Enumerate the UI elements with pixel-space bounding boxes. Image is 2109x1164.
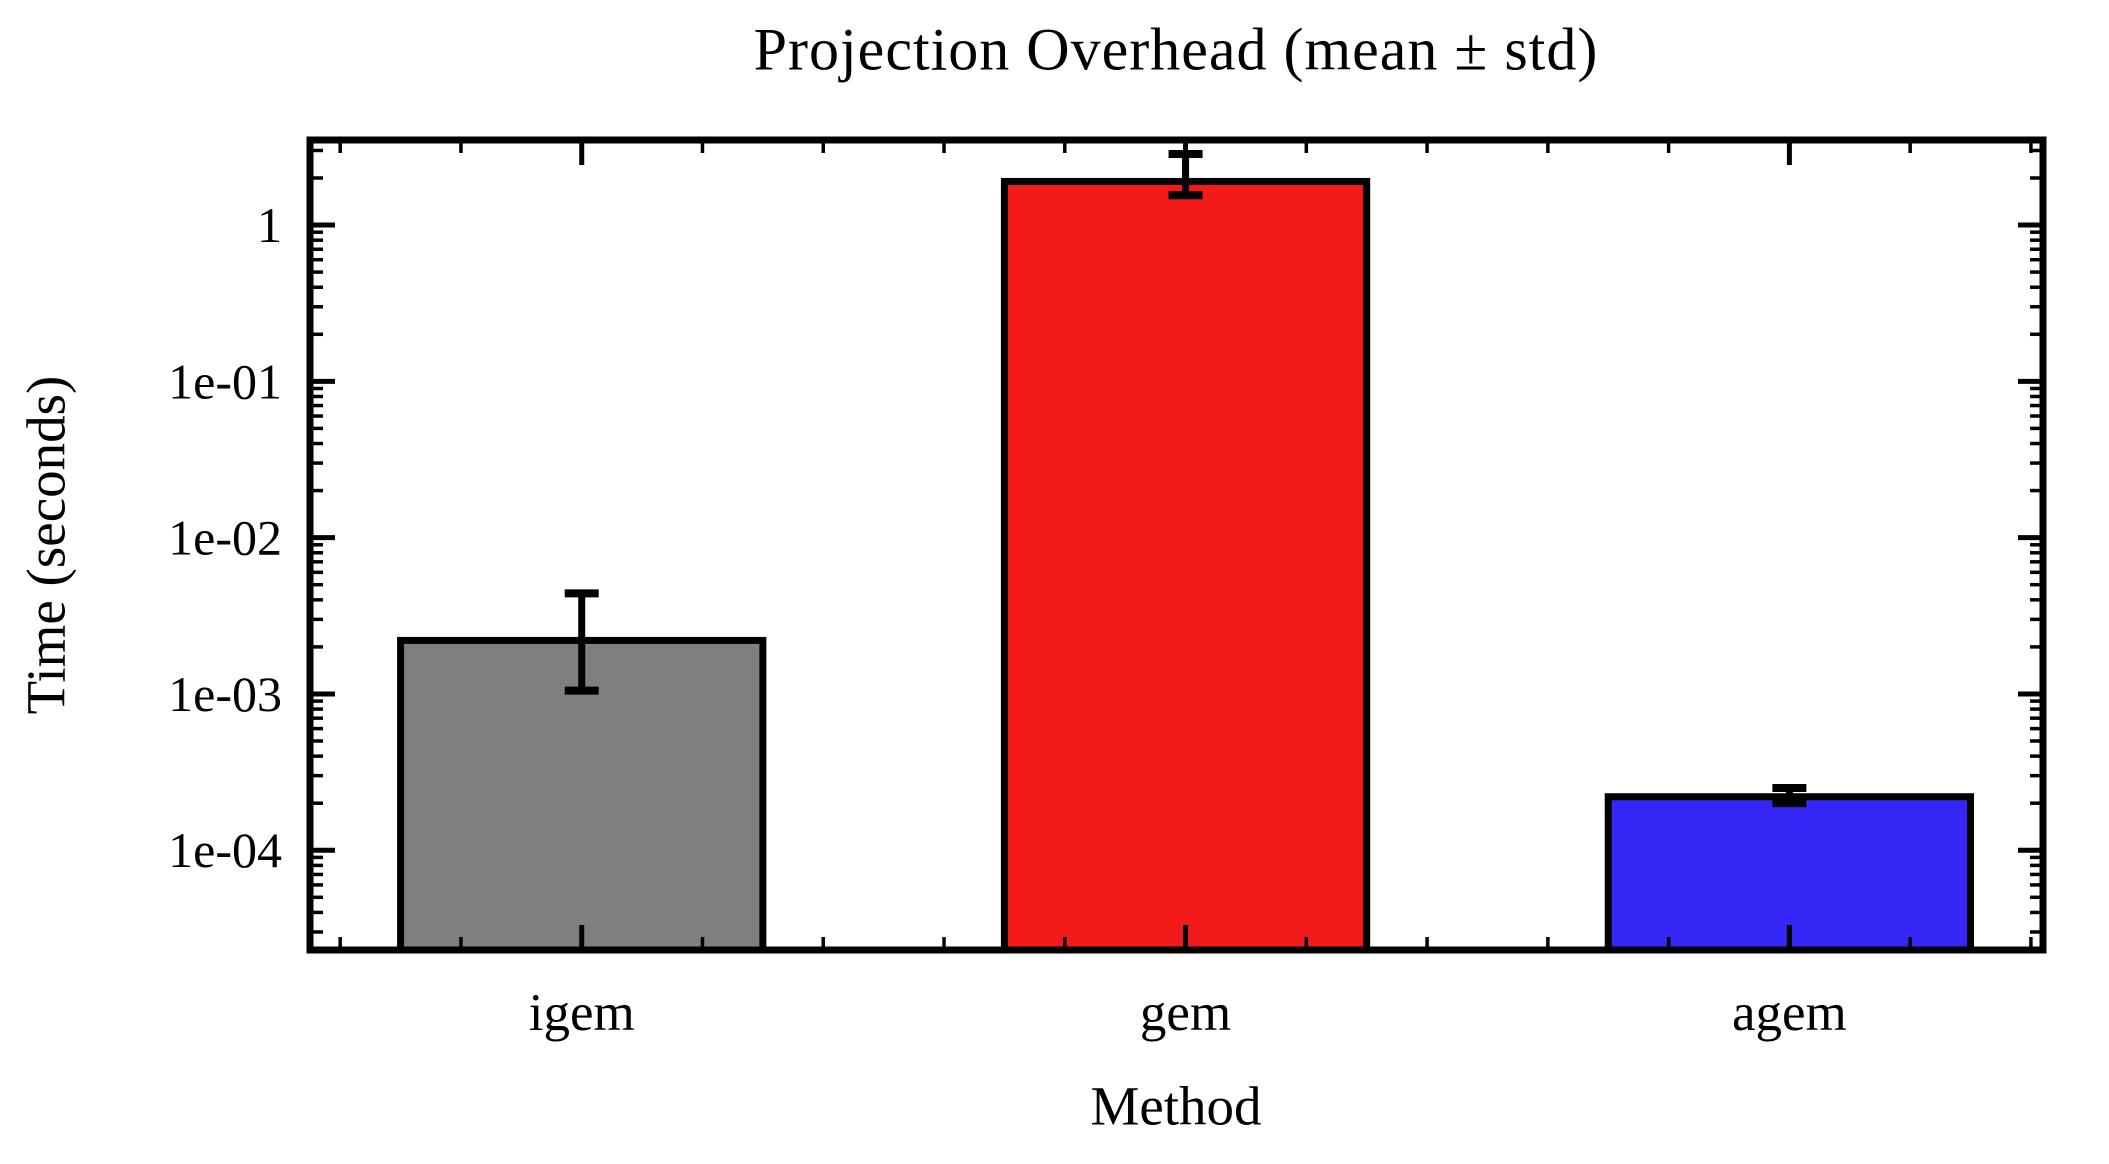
bar-agem	[1604, 793, 1975, 954]
y-tick-label-1e-01: 1e-01	[168, 353, 282, 409]
chart-title: Projection Overhead (mean ± std)	[753, 16, 1599, 83]
y-tick-label-1e-02: 1e-02	[168, 510, 282, 566]
y-tick-label-1e-03: 1e-03	[168, 666, 282, 722]
x-axis-label: Method	[1090, 1075, 1262, 1137]
y-tick-label-1: 1	[257, 197, 282, 253]
bar-gem	[1000, 177, 1371, 954]
x-tick-label-agem: agem	[1732, 984, 1847, 1042]
x-tick-label-igem: igem	[529, 984, 635, 1042]
x-tick-label-gem: gem	[1140, 984, 1231, 1042]
y-tick-label-1e-04: 1e-04	[168, 822, 282, 878]
